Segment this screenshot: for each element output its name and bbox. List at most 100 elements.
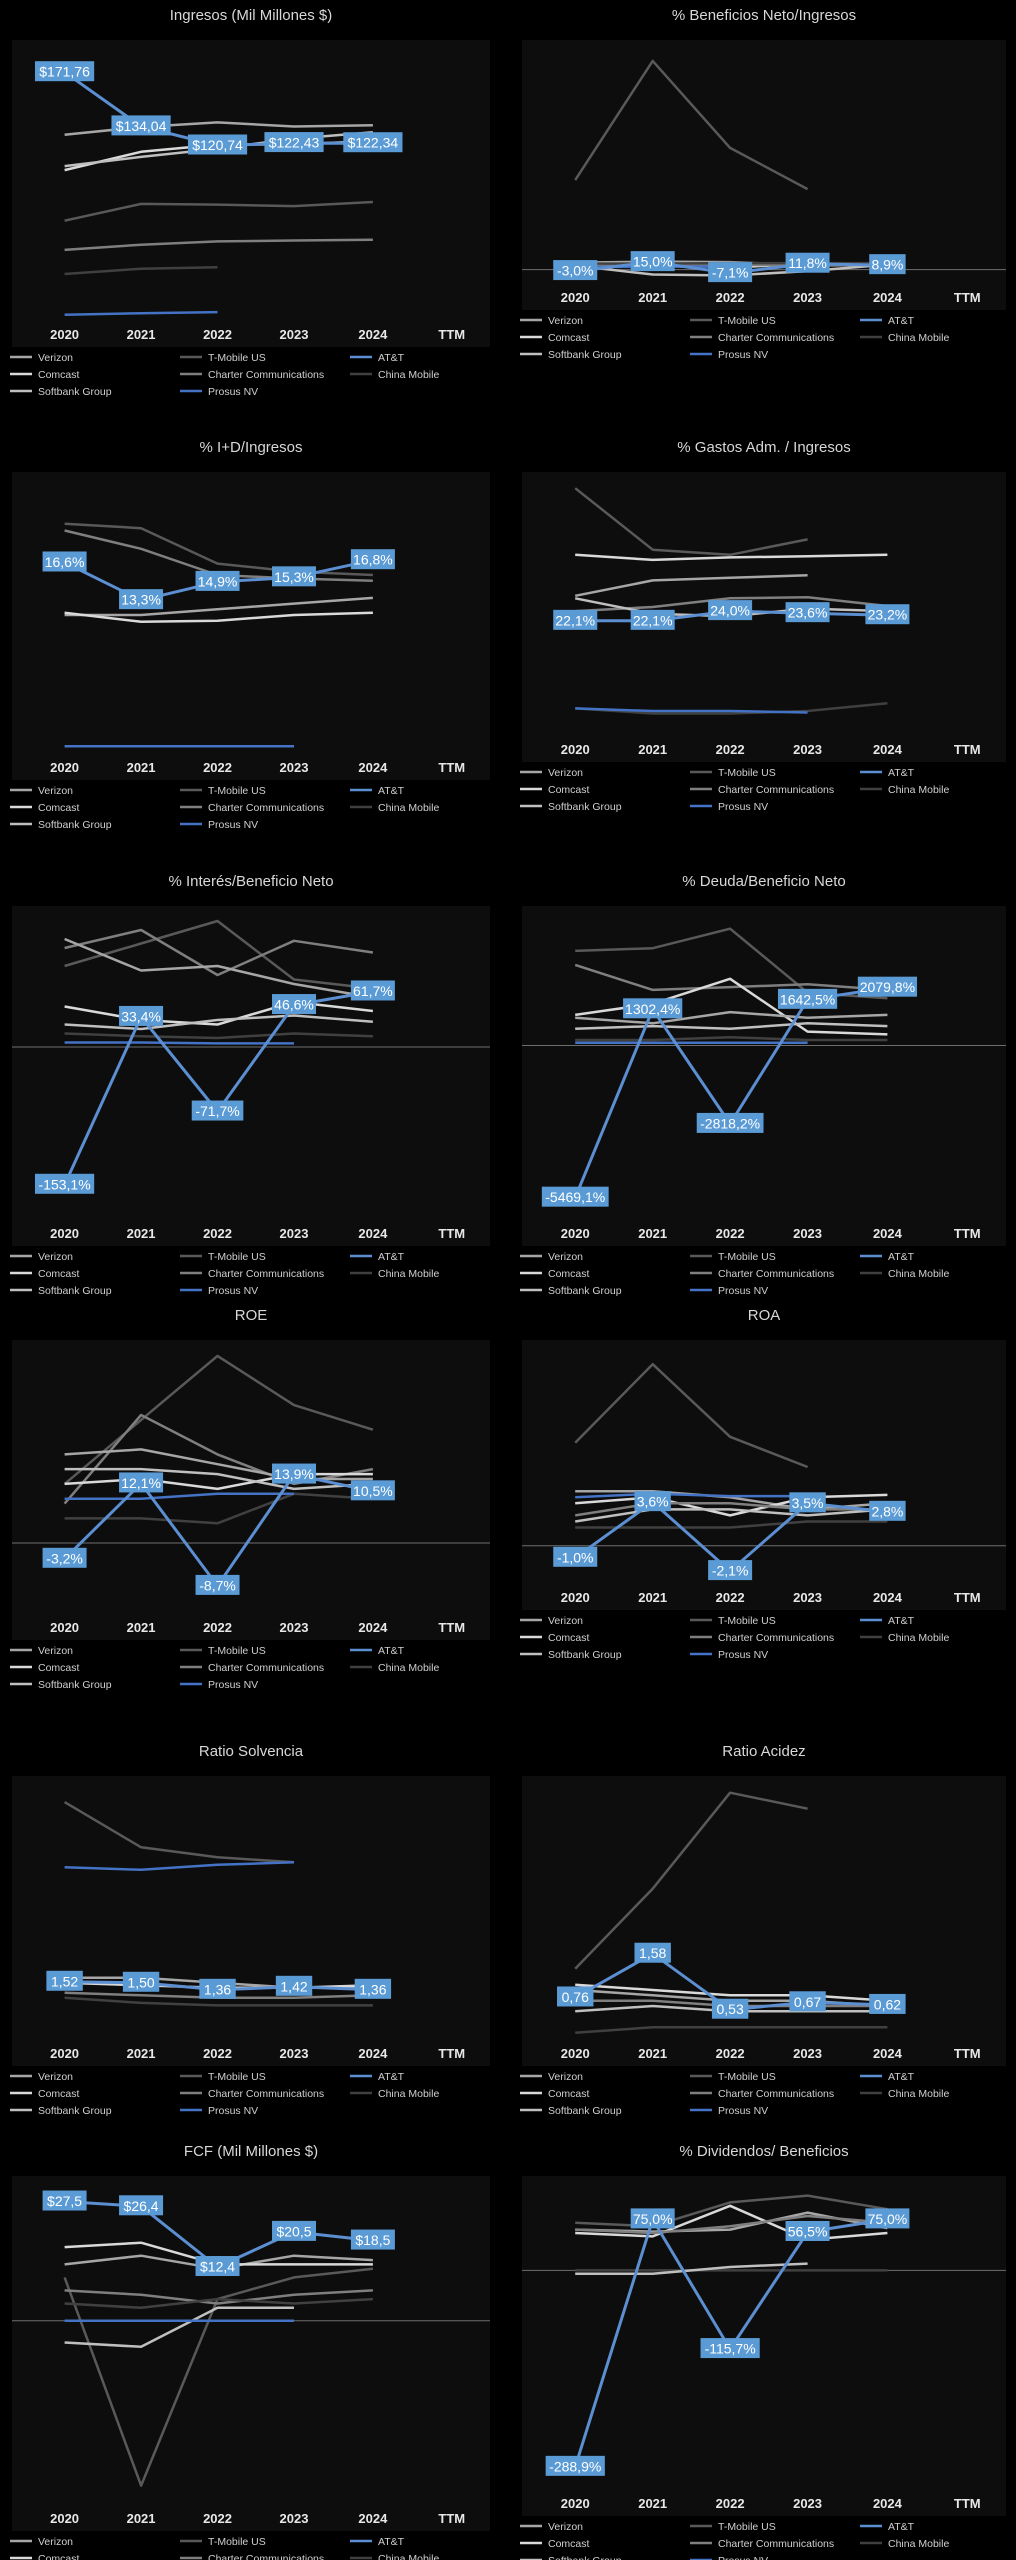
data-label-box xyxy=(785,602,830,623)
x-tick-label: TTM xyxy=(954,1590,981,1605)
data-label-box xyxy=(111,115,171,136)
data-label-box xyxy=(34,61,95,82)
data-label: -8,7% xyxy=(199,1577,236,1593)
legend-label-at-t: AT&T xyxy=(888,315,915,327)
data-label: 1,36 xyxy=(204,1981,231,1997)
data-label: 22,1% xyxy=(633,612,673,628)
legend-label-verizon: Verizon xyxy=(38,1645,73,1657)
x-tick-label: 2024 xyxy=(873,2496,903,2511)
legend-label-verizon: Verizon xyxy=(548,1615,583,1627)
x-tick-label: 2024 xyxy=(873,2046,903,2061)
x-tick-label: 2021 xyxy=(127,1620,156,1635)
data-label-box xyxy=(350,2229,395,2250)
chart-svg: ROE 2020 2021 2022 2023 2024 TTM -3,2% 12,1% -8,7… xyxy=(10,1307,490,1691)
series-line-china-mobile xyxy=(575,1520,888,1529)
legend-label-prosus-nv: Prosus NV xyxy=(208,1679,258,1691)
legend-label-china-mobile: China Mobile xyxy=(888,784,949,796)
legend-label-at-t: AT&T xyxy=(378,1645,405,1657)
legend-label-t-mobile-us: T-Mobile US xyxy=(208,785,266,797)
legend-label-charter-communications: Charter Communications xyxy=(208,1268,324,1280)
data-label: 24,0% xyxy=(710,603,750,619)
legend-label-charter-communications: Charter Communications xyxy=(718,2088,834,2100)
x-tick-label: 2024 xyxy=(873,742,903,757)
legend-label-comcast: Comcast xyxy=(38,369,80,381)
data-label: 1,50 xyxy=(127,1974,154,1990)
legend-label-prosus-nv: Prosus NV xyxy=(718,2555,768,2560)
data-label: 13,3% xyxy=(121,592,161,608)
legend-label-at-t: AT&T xyxy=(888,1615,915,1627)
x-tick-label: 2021 xyxy=(638,2046,667,2061)
plot-area xyxy=(522,1776,1006,2066)
legend-label-china-mobile: China Mobile xyxy=(378,2553,439,2560)
data-label-box xyxy=(350,1480,395,1501)
data-label: 22,1% xyxy=(555,612,595,628)
x-tick-label: TTM xyxy=(438,1620,465,1635)
data-label-box xyxy=(195,2256,240,2277)
legend-label-t-mobile-us: T-Mobile US xyxy=(208,2071,266,2083)
series-line-t-mobile-us xyxy=(574,1791,808,1970)
x-tick-label: 2021 xyxy=(638,2496,667,2511)
series-line-prosus-nv xyxy=(575,707,808,714)
x-tick-label: 2021 xyxy=(127,2511,156,2526)
x-tick-label: 2023 xyxy=(793,2496,822,2511)
data-label: 12,1% xyxy=(121,1475,161,1491)
data-label-box xyxy=(272,1463,317,1484)
legend-label-t-mobile-us: T-Mobile US xyxy=(208,352,266,364)
data-label-box xyxy=(869,1993,906,2014)
legend-label-softbank-group: Softbank Group xyxy=(38,1285,112,1297)
legend-label-softbank-group: Softbank Group xyxy=(38,819,112,831)
data-label-box xyxy=(869,1500,906,1521)
data-label-box xyxy=(541,1186,609,1207)
x-tick-label: 2024 xyxy=(873,1590,903,1605)
data-label-box xyxy=(865,2208,910,2229)
x-tick-label: 2023 xyxy=(280,2511,309,2526)
x-tick-label: 2023 xyxy=(280,1226,309,1241)
legend-label-charter-communications: Charter Communications xyxy=(718,2538,834,2550)
data-label: 2,8% xyxy=(871,1503,903,1519)
legend-label-charter-communications: Charter Communications xyxy=(208,1662,324,1674)
legend-label-at-t: AT&T xyxy=(888,767,915,779)
series-line-prosus-nv xyxy=(64,1861,295,1872)
data-label-box xyxy=(553,260,598,281)
x-tick-label: 2020 xyxy=(50,2511,79,2526)
x-tick-label: 2023 xyxy=(793,2046,822,2061)
data-label-box xyxy=(777,988,838,1009)
data-label-box xyxy=(119,2195,164,2216)
data-label-box xyxy=(42,2190,87,2211)
chart-svg: % Interés/Beneficio Neto 2020 2021 2022 2023… xyxy=(10,873,490,1297)
legend-label-verizon: Verizon xyxy=(548,767,583,779)
series-line-charter-communications xyxy=(64,2289,373,2305)
chart-svg: Ingresos (Mil Millones $) 2020 2021 2022 202… xyxy=(10,7,490,398)
data-label: 16,8% xyxy=(353,552,393,568)
chart-title: % Dividendos/ Beneficios xyxy=(679,2143,848,2160)
data-label-box xyxy=(634,1491,671,1512)
data-label-box xyxy=(634,1942,671,1963)
series-line-t-mobile-us xyxy=(63,1801,295,1864)
series-line-t-mobile-us xyxy=(64,919,374,990)
x-tick-label: TTM xyxy=(438,1226,465,1241)
x-tick-label: 2020 xyxy=(561,742,590,757)
chart-svg: Ratio Solvencia 2020 2021 2022 2023 2024 TTM 1,… xyxy=(10,1743,490,2117)
legend-label-at-t: AT&T xyxy=(888,2071,915,2083)
legend-label-at-t: AT&T xyxy=(378,352,405,364)
x-tick-label: 2023 xyxy=(280,327,309,342)
data-label: 14,9% xyxy=(198,573,238,589)
legend-label-charter-communications: Charter Communications xyxy=(718,1632,834,1644)
x-tick-label: TTM xyxy=(438,2511,465,2526)
series-line-comcast xyxy=(575,2204,888,2242)
legend-label-at-t: AT&T xyxy=(378,2536,405,2548)
legend-label-verizon: Verizon xyxy=(38,2071,73,2083)
chart-title: % I+D/Ingresos xyxy=(200,439,303,456)
series-line-china-mobile xyxy=(575,1035,888,1042)
x-tick-label: 2023 xyxy=(793,742,822,757)
data-label: -115,7% xyxy=(705,2341,756,2357)
legend-label-prosus-nv: Prosus NV xyxy=(718,801,768,813)
series-line-softbank-group xyxy=(64,2306,294,2349)
data-label: $120,74 xyxy=(192,137,243,153)
x-tick-label: 2020 xyxy=(50,760,79,775)
x-tick-label: TTM xyxy=(438,2046,465,2061)
x-tick-label: 2020 xyxy=(561,2496,590,2511)
legend-label-china-mobile: China Mobile xyxy=(378,2088,439,2100)
x-tick-label: 2020 xyxy=(50,2046,79,2061)
legend-label-charter-communications: Charter Communications xyxy=(718,332,834,344)
